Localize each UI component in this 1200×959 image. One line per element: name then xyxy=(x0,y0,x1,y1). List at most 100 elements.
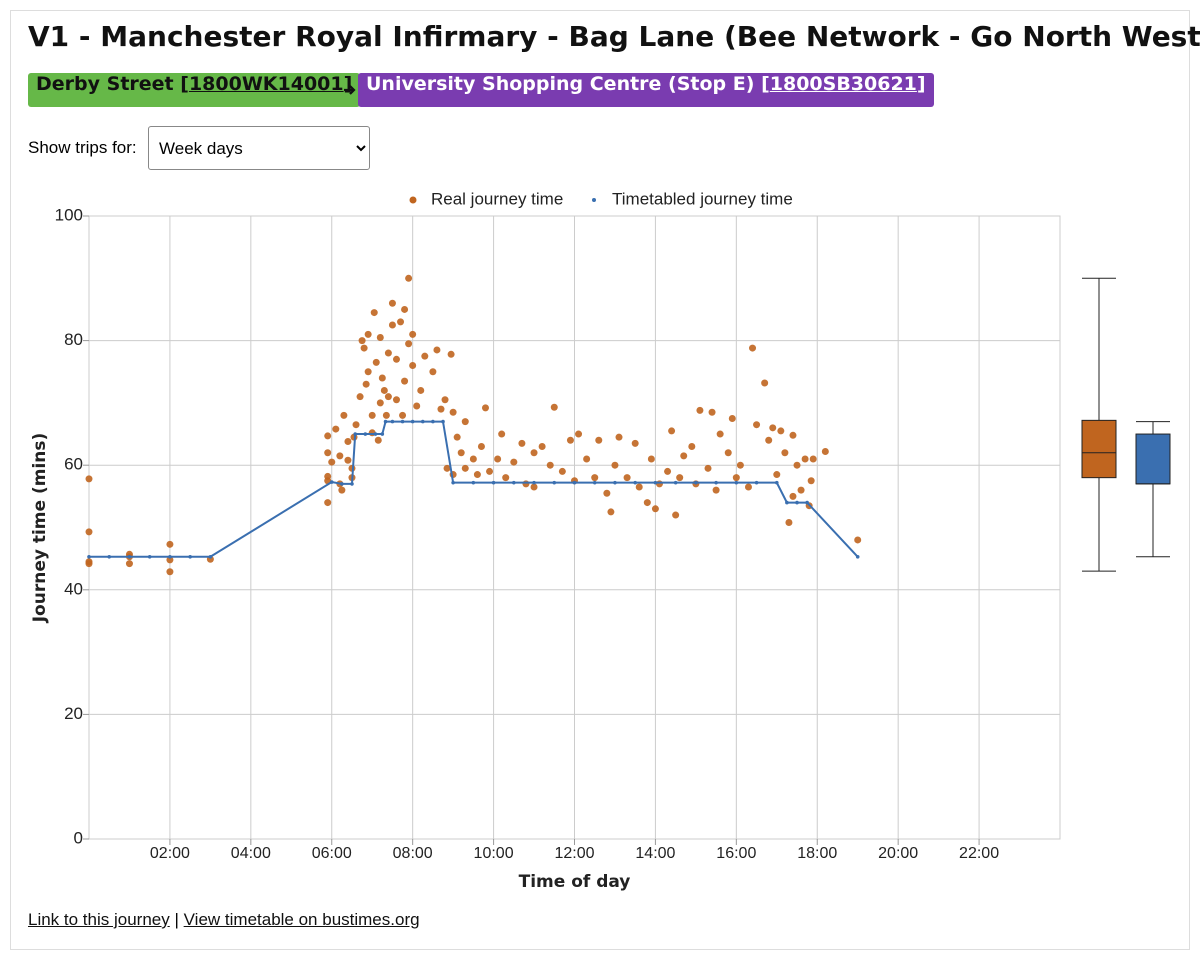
journey-point xyxy=(704,464,712,472)
journey-point xyxy=(405,274,413,282)
journey-point xyxy=(370,309,378,317)
journey-point xyxy=(392,396,400,404)
journey-point xyxy=(409,330,417,338)
timetable-link[interactable]: View timetable on bustimes.org xyxy=(183,910,420,929)
journey-point xyxy=(356,393,364,401)
journey-point xyxy=(378,374,386,382)
y-tick-label: 80 xyxy=(64,330,83,349)
timetable-point xyxy=(532,480,536,485)
timetable-point xyxy=(390,419,395,424)
journey-point xyxy=(765,436,773,444)
journey-point xyxy=(166,556,174,564)
timetable-point xyxy=(471,480,476,485)
journey-point xyxy=(461,418,469,426)
journey-point xyxy=(368,411,376,419)
timetable-point xyxy=(441,419,445,424)
stop-name: University Shopping Centre (Stop E) xyxy=(366,73,755,95)
journey-point xyxy=(615,433,623,441)
y-tick-label: 20 xyxy=(64,704,83,723)
journey-point xyxy=(405,340,413,348)
journey-point xyxy=(473,471,481,479)
x-axis-label: Time of day xyxy=(519,872,631,892)
journey-point xyxy=(664,467,672,475)
journey-point xyxy=(413,402,421,410)
timetable-point xyxy=(380,432,385,436)
timetable-point xyxy=(694,480,698,485)
bracket: ] xyxy=(343,73,353,95)
journey-point xyxy=(854,536,862,544)
journey-point xyxy=(655,480,663,488)
journey-point xyxy=(384,349,392,357)
journey-point xyxy=(728,414,736,422)
journey-point xyxy=(344,456,352,464)
journey-point xyxy=(388,321,396,329)
journey-link[interactable]: Link to this journey xyxy=(28,910,170,929)
journey-point xyxy=(550,403,558,411)
journey-point xyxy=(631,439,639,447)
journey-point xyxy=(397,318,405,326)
x-tick-label: 04:00 xyxy=(231,845,271,862)
timetable-point xyxy=(512,480,516,485)
to-stop: University Shopping Centre (Stop E) [180… xyxy=(358,73,934,107)
journey-point xyxy=(732,474,740,482)
journey-point xyxy=(809,455,817,463)
journey-point xyxy=(328,458,336,466)
timetable-point xyxy=(363,432,368,436)
arrow-icon xyxy=(344,85,356,95)
journey-point xyxy=(530,449,538,457)
journey-point xyxy=(125,560,133,568)
journey-point xyxy=(429,368,437,376)
stop-code-link[interactable]: 1800SB30621 xyxy=(769,73,917,95)
journey-point xyxy=(789,492,797,500)
journey-point xyxy=(374,436,382,444)
journey-point xyxy=(85,560,93,568)
timetable-point xyxy=(329,480,334,484)
stop-code-link[interactable]: 1800WK14001 xyxy=(188,73,344,95)
timetable-point xyxy=(572,480,577,485)
journey-point xyxy=(332,425,340,433)
journey-point xyxy=(85,475,93,483)
journey-point xyxy=(773,471,781,479)
journey-point xyxy=(510,458,518,466)
journey-point xyxy=(546,461,554,469)
journey-point xyxy=(623,474,631,482)
journey-point xyxy=(647,455,655,463)
x-tick-label: 20:00 xyxy=(878,845,918,862)
journey-point xyxy=(360,344,368,352)
timetable-point xyxy=(785,500,789,505)
journey-point xyxy=(785,519,793,527)
timetable-point xyxy=(373,432,378,436)
journey-point xyxy=(781,449,789,457)
x-tick-label: 16:00 xyxy=(716,845,756,862)
journey-point xyxy=(362,380,370,388)
journey-point xyxy=(437,405,445,413)
bracket: [ xyxy=(180,73,189,95)
y-tick-label: 40 xyxy=(64,579,83,598)
x-tick-label: 12:00 xyxy=(554,845,594,862)
journey-point xyxy=(477,443,485,451)
filter-label: Show trips for: xyxy=(28,138,137,157)
timetable-point xyxy=(774,480,779,485)
box xyxy=(1135,433,1171,485)
journey-point xyxy=(591,474,599,482)
timetable-point xyxy=(734,480,739,485)
timetable-point xyxy=(431,419,435,424)
journey-point xyxy=(382,411,390,419)
journey-point xyxy=(518,439,526,447)
journey-point xyxy=(166,540,174,548)
timetable-point xyxy=(633,480,637,485)
timetable-point xyxy=(410,419,415,424)
journey-point xyxy=(324,432,332,440)
timetable-point xyxy=(451,480,455,485)
journey-point xyxy=(324,499,332,507)
bracket: [ xyxy=(761,73,770,95)
journey-point xyxy=(724,449,732,457)
journey-point xyxy=(530,483,538,491)
day-select[interactable]: Week days xyxy=(148,126,370,170)
y-tick-label: 100 xyxy=(55,205,83,224)
timetable-point xyxy=(168,554,172,559)
journey-point xyxy=(668,427,676,435)
journey-point xyxy=(376,333,384,341)
legend-label: Timetabled journey time xyxy=(612,189,793,208)
journey-point xyxy=(453,433,461,441)
